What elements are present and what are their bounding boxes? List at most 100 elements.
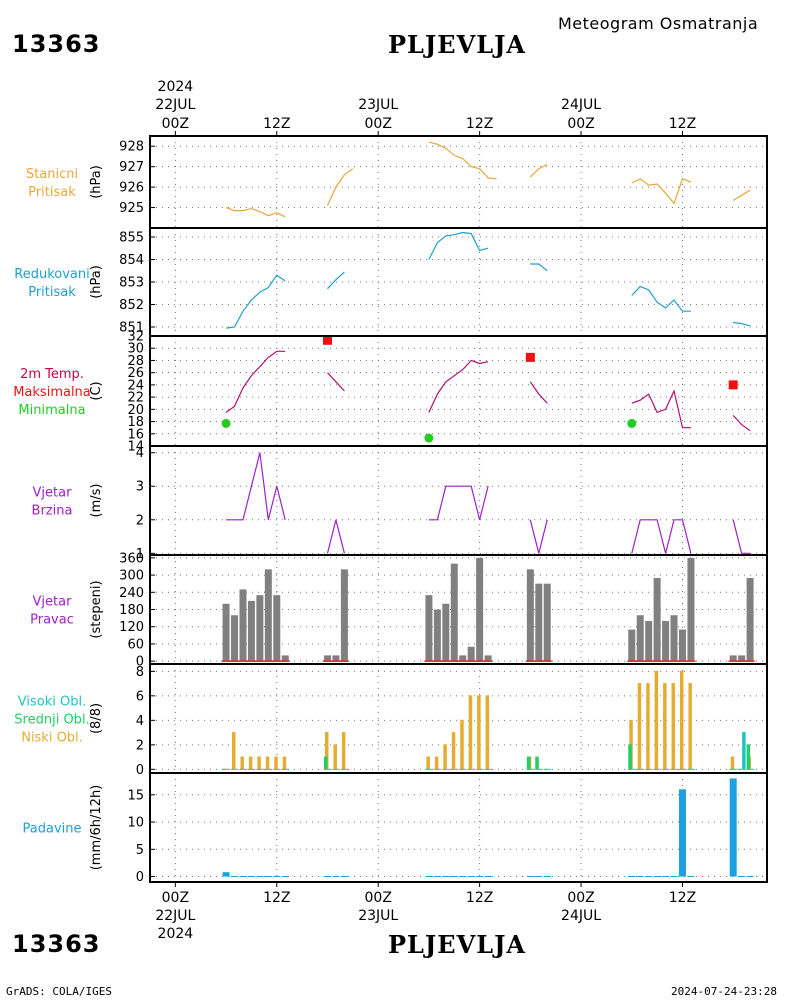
- precip-bar: [687, 876, 695, 878]
- y-axis-unit: (hPa): [89, 265, 104, 299]
- precip-bar: [645, 876, 653, 878]
- y-tick-label: 851: [119, 321, 144, 336]
- direction-bar: [231, 615, 239, 662]
- direction-bar: [662, 620, 670, 662]
- precip-bar: [459, 876, 467, 878]
- direction-bar: [332, 655, 340, 662]
- y-tick-label: 22: [127, 391, 144, 406]
- precip-bar: [670, 876, 678, 878]
- series-line: [732, 414, 751, 432]
- series-line: [631, 285, 691, 312]
- time-label-top: 12Z: [669, 116, 696, 132]
- direction-bar: [425, 595, 433, 662]
- direction-bar: [222, 603, 230, 662]
- y-tick-label: 24: [127, 378, 144, 393]
- cloud-bar-low: [426, 756, 430, 770]
- cloud-bar-high: [344, 768, 349, 770]
- cloud-bar-low: [460, 719, 464, 770]
- cloud-bar-low: [265, 756, 270, 770]
- y-axis-unit: (C): [89, 381, 104, 400]
- series-line: [428, 231, 489, 260]
- cloud-bar-high: [277, 768, 281, 770]
- time-label-bottom: 12Z: [466, 890, 493, 906]
- direction-bar: [729, 655, 737, 662]
- panel-label: Pravac: [30, 613, 74, 628]
- y-tick-label: 28: [127, 354, 144, 369]
- y-tick-label: 8: [136, 665, 144, 680]
- panel-label: Vjetar: [33, 486, 73, 501]
- precip-bar: [332, 876, 340, 878]
- y-tick-label: 926: [119, 181, 144, 196]
- cloud-bar-mid: [653, 768, 658, 770]
- direction-bar: [687, 557, 695, 662]
- cloud-bar-low: [333, 744, 337, 770]
- precip-bar: [340, 876, 348, 878]
- direction-bar: [636, 615, 644, 662]
- y-tick-label: 10: [127, 816, 144, 831]
- panel-label: Minimalna: [18, 403, 85, 418]
- cloud-bar-high: [336, 768, 340, 770]
- cloud-bar-low: [477, 695, 481, 770]
- cloud-bar-mid: [645, 768, 649, 770]
- time-label-bottom: 12Z: [669, 890, 696, 906]
- cloud-bar-mid: [746, 744, 751, 770]
- series-line: [428, 485, 489, 521]
- plot-frame: [149, 135, 768, 883]
- cloud-bar-mid: [543, 768, 548, 770]
- y-tick-label: 240: [119, 586, 144, 601]
- cloud-bar-low: [341, 732, 346, 770]
- series-line: [428, 359, 489, 413]
- direction-bar: [264, 569, 272, 662]
- precip-bar: [526, 876, 534, 878]
- time-label-top: 00Z: [162, 116, 189, 132]
- station-name-top: PLJEVLJA: [388, 30, 527, 59]
- y-tick-label: 3: [136, 480, 144, 495]
- time-label-bottom: 00Z: [162, 890, 189, 906]
- y-tick-label: 360: [119, 551, 144, 566]
- cloud-bar-high: [547, 768, 552, 770]
- max-temp-marker: [525, 352, 535, 362]
- direction-bar: [746, 577, 754, 662]
- cloud-bar-low: [240, 756, 244, 770]
- direction-bar: [484, 655, 492, 662]
- cloud-bar-mid: [239, 768, 243, 770]
- y-tick-label: 6: [136, 689, 144, 704]
- cloud-bar-high: [674, 768, 679, 770]
- cloud-bar-high: [454, 768, 459, 770]
- min-temp-marker: [424, 433, 434, 443]
- cloud-bar-mid: [526, 756, 531, 770]
- direction-bar: [273, 595, 281, 662]
- cloud-bar-high: [632, 768, 636, 770]
- cloud-bar-low: [434, 756, 439, 770]
- y-tick-label: 32: [127, 330, 144, 345]
- panel-label: Niski Obl.: [21, 731, 83, 746]
- cloud-bar-mid: [535, 756, 539, 770]
- y-tick-label: 4: [136, 714, 144, 729]
- cloud-bar-high: [243, 768, 247, 770]
- direction-bar: [239, 589, 247, 662]
- cloud-bar-mid: [247, 768, 252, 770]
- direction-bar: [442, 603, 450, 662]
- date-label-top: 23JUL: [358, 97, 398, 113]
- precip-bar: [222, 872, 230, 877]
- cloud-bar-high: [691, 768, 695, 770]
- series-line: [631, 519, 692, 554]
- precip-bar: [239, 876, 247, 878]
- cloud-bar-mid: [450, 768, 455, 770]
- cloud-bar-high: [539, 768, 543, 770]
- panel-label: 2m Temp.: [20, 367, 84, 382]
- panel-label: Brzina: [32, 504, 73, 519]
- y-tick-label: 927: [119, 160, 144, 175]
- cloud-bar-high: [649, 768, 653, 770]
- y-tick-label: 853: [119, 276, 144, 291]
- series-line: [529, 381, 548, 404]
- series-line: [326, 519, 345, 554]
- y-tick-label: 16: [127, 427, 144, 442]
- cloud-bar-mid: [662, 768, 666, 770]
- y-tick-label: 0: [136, 763, 144, 778]
- max-temp-marker: [728, 380, 738, 390]
- precip-bar: [662, 876, 670, 878]
- cloud-bar-low: [451, 732, 456, 770]
- precip-bar: [247, 876, 255, 878]
- precip-bar: [281, 876, 289, 878]
